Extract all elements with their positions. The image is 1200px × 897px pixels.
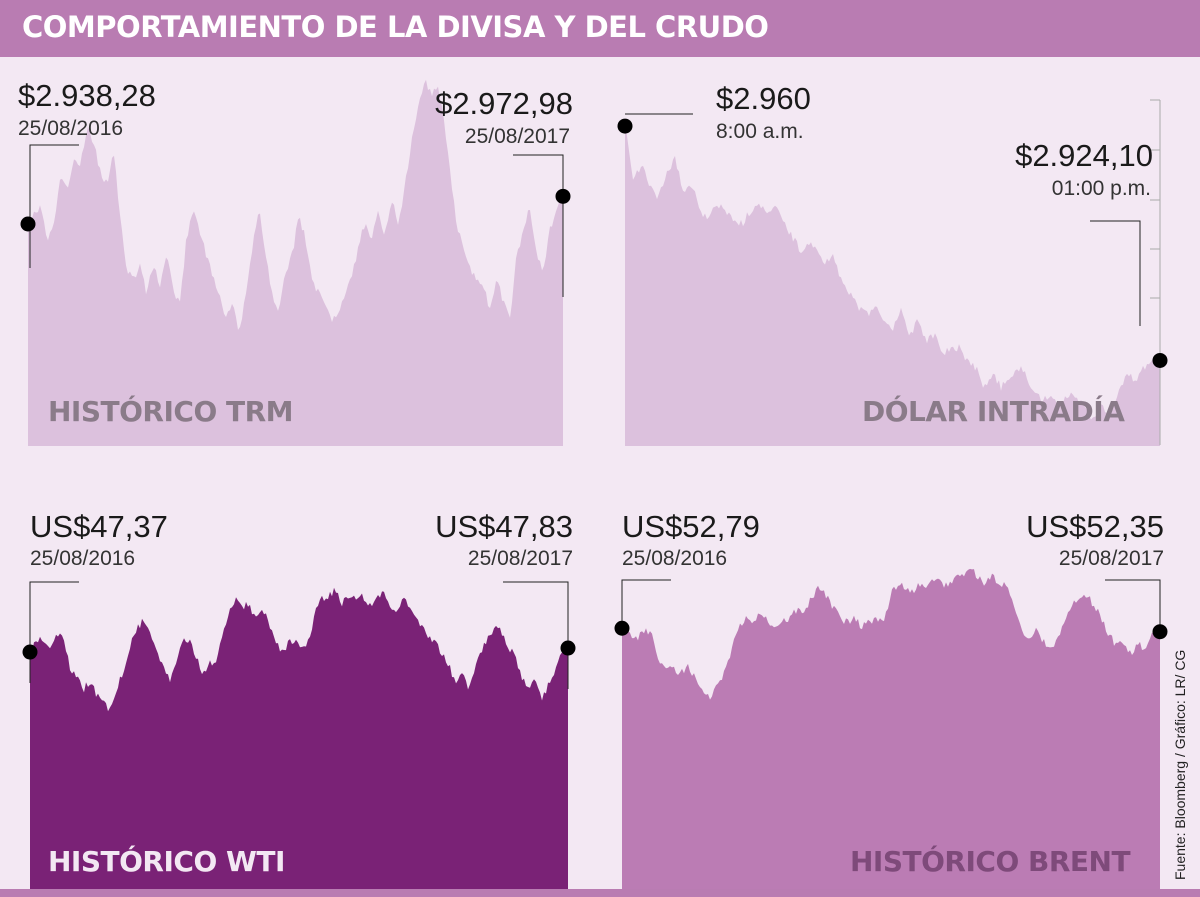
trm-end-leader xyxy=(513,154,564,297)
chart-trm xyxy=(20,79,571,447)
brent-start-date: 25/08/2016 xyxy=(622,547,728,570)
brent-area xyxy=(622,568,1160,889)
footer-bar xyxy=(0,889,1200,897)
intraday-end-marker xyxy=(1152,352,1168,368)
brent-end-leader xyxy=(1105,579,1161,626)
trm-end-value: $2.972,98 xyxy=(435,86,573,121)
page-title: COMPORTAMIENTO DE LA DIVISA Y DEL CRUDO xyxy=(22,10,769,44)
intraday-start-marker xyxy=(617,118,633,134)
brent-end-value: US$52,35 xyxy=(1026,509,1164,544)
intraday-end-value: $2.924,10 xyxy=(1015,138,1153,173)
trm-end-date: 25/08/2017 xyxy=(464,125,570,148)
intraday-start-time: 8:00 a.m. xyxy=(716,120,804,143)
intraday-area xyxy=(625,126,1160,446)
brent-panel-title: HISTÓRICO BRENT xyxy=(850,845,1131,878)
intraday-end-time: 01:00 p.m. xyxy=(1051,177,1151,200)
intraday-axis-ticks xyxy=(1150,99,1161,445)
trm-start-date: 25/08/2016 xyxy=(18,117,124,140)
wti-panel-title: HISTÓRICO WTI xyxy=(48,845,285,878)
wti-end-marker xyxy=(560,640,576,656)
chart-wti xyxy=(22,581,576,889)
brent-end-date: 25/08/2017 xyxy=(1058,547,1164,570)
wti-start-value: US$47,37 xyxy=(30,509,168,544)
intraday-panel-title: DÓLAR INTRADÍA xyxy=(862,395,1125,428)
brent-start-marker xyxy=(614,620,630,636)
intraday-end-leader xyxy=(1090,220,1141,326)
trm-end-marker xyxy=(555,188,571,204)
chart-brent xyxy=(614,568,1168,889)
trm-area xyxy=(28,79,563,447)
wti-area xyxy=(30,587,568,889)
source-credit: Fuente: Bloomberg / Gráfico: LR/ CG xyxy=(1172,649,1188,880)
wti-start-marker xyxy=(22,644,38,660)
trm-start-value: $2.938,28 xyxy=(18,78,156,113)
header-bar: COMPORTAMIENTO DE LA DIVISA Y DEL CRUDO xyxy=(0,0,1200,57)
brent-end-marker xyxy=(1152,624,1168,640)
intraday-start-value: $2.960 xyxy=(716,81,811,116)
wti-start-date: 25/08/2016 xyxy=(30,547,136,570)
trm-panel-title: HISTÓRICO TRM xyxy=(48,395,294,428)
wti-end-date: 25/08/2017 xyxy=(467,547,573,570)
chart-intraday xyxy=(617,99,1168,446)
wti-end-value: US$47,83 xyxy=(435,509,573,544)
trm-start-marker xyxy=(20,216,36,232)
brent-start-value: US$52,79 xyxy=(622,509,760,544)
brent-start-leader xyxy=(621,579,671,632)
